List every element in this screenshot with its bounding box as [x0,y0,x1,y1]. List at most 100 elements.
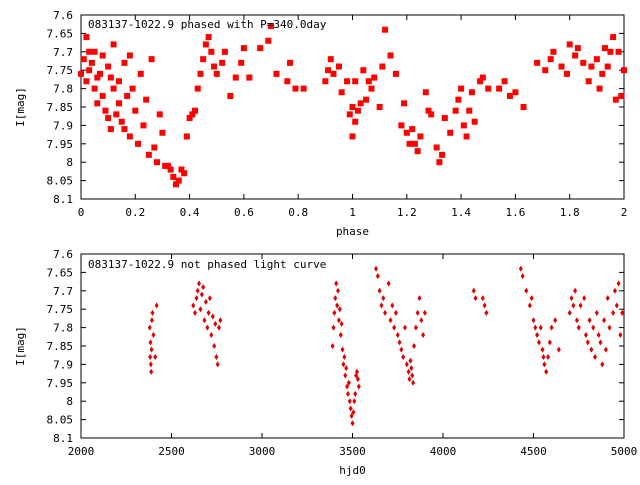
phased-data-point [455,96,462,103]
unphased-data-point [406,368,411,375]
unphased-data-point [375,273,380,280]
phased-data-point [471,118,478,125]
phased-x-tick-label: 0 [78,206,85,219]
unphased-data-point [148,354,153,361]
phased-x-axis-label: phase [336,225,369,238]
unphased-x-tick-label: 3000 [249,445,276,458]
phased-data-point [349,104,356,110]
phased-y-axis-label: I[mag] [14,87,27,127]
unphased-data-point [345,390,350,397]
phased-y-tick-label: 8 [66,156,73,169]
phased-data-point [300,85,307,92]
unphased-data-point [600,361,605,368]
phased-y-tick-label: 7.7 [53,46,73,59]
phased-data-point [436,159,443,166]
unphased-data-point [345,383,350,390]
unphased-y-tick-label: 7.75 [47,303,74,316]
unphased-data-point [153,354,158,361]
unphased-data-point [408,357,413,364]
phased-data-point [338,89,345,96]
unphased-data-point [377,287,382,294]
phased-data-point [458,85,465,92]
unphased-data-point [542,361,547,368]
phased-data-point [80,56,87,63]
phased-data-point [506,92,513,99]
phased-data-point [365,78,372,85]
unphased-data-point [556,346,561,353]
phased-data-point [186,115,193,122]
unphased-data-point [576,324,581,331]
unphased-y-tick-label: 8.05 [47,414,74,427]
phased-data-point [238,59,245,66]
phased-data-point [132,107,139,114]
unphased-data-point [480,295,485,302]
phased-data-point [593,56,600,63]
phased-data-point [164,162,171,169]
phased-data-point [520,104,527,110]
phased-data-point [357,100,364,107]
unphased-data-point [616,280,621,287]
phased-data-point [148,56,155,63]
phased-data-point [116,100,123,107]
unphased-data-point [218,317,223,324]
unphased-data-point [618,331,623,338]
phased-points [78,23,627,188]
phased-data-point [371,74,378,81]
phased-data-point [227,92,234,99]
phased-data-point [292,85,299,92]
unphased-data-point [393,309,398,316]
unphased-data-point [578,302,583,309]
unphased-data-point [404,361,409,368]
phased-data-point [379,63,386,70]
unphased-data-point [332,309,337,316]
phased-data-point [121,126,128,133]
phased-data-point [181,170,188,177]
phased-data-point [94,100,101,107]
unphased-data-point [353,390,358,397]
phased-data-point [403,129,410,136]
phased-data-point [496,85,503,92]
phased-data-point [273,70,280,77]
unphased-data-point [535,331,540,338]
phased-data-point [621,67,627,74]
unphased-data-point [527,302,532,309]
phased-data-point [512,89,519,96]
phased-data-point [368,85,375,92]
unphased-data-point [201,284,206,291]
phased-data-point [137,70,144,77]
phased-data-point [105,115,112,122]
phased-data-point [588,63,595,70]
unphased-data-point [585,339,590,346]
unphased-data-point [473,295,478,302]
phased-data-point [97,70,104,77]
phased-data-point [173,181,180,188]
phased-x-tick-label: 0.2 [125,206,145,219]
phased-data-point [596,85,603,92]
unphased-points [147,265,625,427]
unphased-data-point [336,317,341,324]
unphased-data-point [214,354,219,361]
unphased-data-point [344,365,349,372]
unphased-data-point [594,309,599,316]
phased-data-point [550,48,557,55]
phased-data-point [202,41,209,48]
unphased-y-tick-label: 7.9 [53,358,73,371]
phased-y-tick-label: 7.95 [47,138,74,151]
phased-data-point [417,133,424,140]
unphased-x-tick-label: 2500 [158,445,185,458]
unphased-y-tick-label: 7.85 [47,340,74,353]
phased-data-point [83,34,90,41]
unphased-data-point [198,306,203,313]
phased-data-point [110,41,117,48]
phased-data-point [585,78,592,85]
phased-data-point [257,45,264,52]
phased-data-point [376,104,383,110]
unphased-data-point [216,324,221,331]
phased-data-point [94,74,101,81]
phased-x-tick-label: 2 [621,206,628,219]
unphased-data-point [533,324,538,331]
unphased-data-point [341,361,346,368]
unphased-data-point [207,295,212,302]
